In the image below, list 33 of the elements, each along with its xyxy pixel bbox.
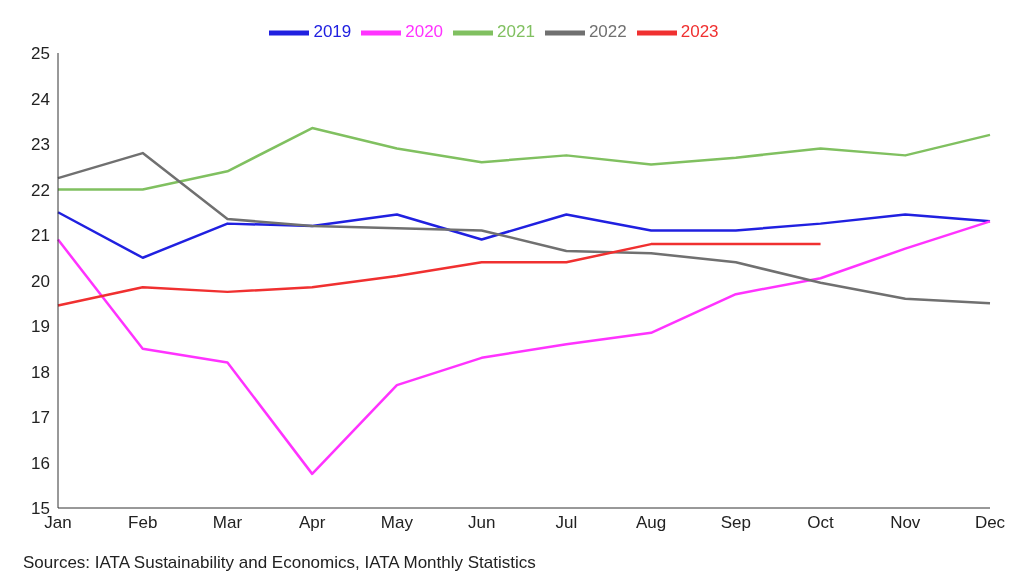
- y-tick-label: 24: [31, 89, 50, 109]
- y-tick-label: 20: [31, 271, 50, 291]
- x-tick-label: Jul: [555, 513, 578, 533]
- y-tick-label: 22: [31, 180, 50, 200]
- line-series: [56, 242, 822, 307]
- x-tick-label: Jan: [44, 513, 72, 533]
- y-tick-label: 25: [31, 44, 50, 64]
- x-tick-label: Mar: [212, 513, 243, 533]
- legend-label: 2021: [497, 22, 535, 42]
- line-series: [56, 211, 992, 259]
- source-note: Sources: IATA Sustainability and Economics, IATA Monthly Statistics: [23, 553, 537, 573]
- legend-label: 2023: [680, 22, 719, 42]
- y-tick-label: 21: [31, 226, 50, 246]
- legend-label: 2019: [313, 22, 352, 42]
- line-series: [56, 220, 992, 476]
- legend-label: 2020: [405, 22, 444, 42]
- x-tick-label: Aug: [635, 513, 667, 533]
- y-tick-label: 16: [31, 453, 50, 473]
- x-tick-label: Nov: [890, 513, 921, 533]
- line-series: [56, 126, 992, 191]
- legend-label: 2022: [588, 22, 627, 42]
- x-tick-label: Feb: [128, 513, 158, 533]
- y-tick-label: 17: [31, 408, 50, 428]
- x-tick-label: Dec: [974, 513, 1006, 533]
- y-tick-label: 23: [31, 135, 50, 155]
- y-tick-label: 19: [31, 317, 50, 337]
- line-series: [56, 151, 992, 305]
- x-tick-label: May: [380, 513, 414, 533]
- x-tick-label: Sep: [720, 513, 751, 533]
- x-tick-label: Apr: [298, 513, 326, 533]
- y-tick-label: 18: [31, 362, 50, 382]
- x-tick-label: Jun: [467, 513, 496, 533]
- x-tick-label: Oct: [807, 513, 835, 533]
